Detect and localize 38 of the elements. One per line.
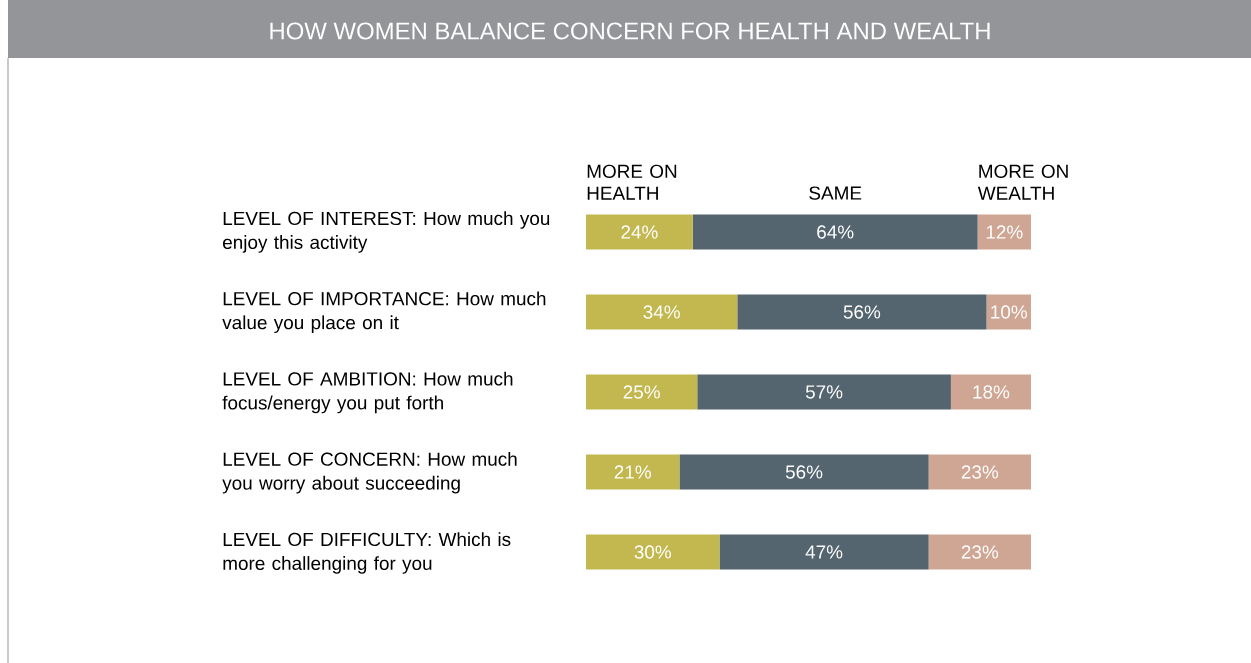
series-label: SAME <box>809 186 862 200</box>
y-tick-label: LEVEL OF DIFFICULTY: Which is more challenging for you <box>223 531 511 574</box>
bar <box>697 374 951 410</box>
data-label: 12% <box>986 225 1023 239</box>
bar <box>586 454 680 490</box>
data-label: 56% <box>843 305 881 319</box>
y-tick-label: LEVEL OF AMBITION: How much focus/energy you put forth <box>222 371 513 414</box>
data-label: 18% <box>973 385 1010 399</box>
data-label: 10% <box>991 305 1028 319</box>
bar <box>586 534 720 570</box>
bar <box>586 294 738 330</box>
bar <box>719 534 929 570</box>
y-tick-label: LEVEL OF INTEREST: How much you enjoy this activity <box>223 210 550 253</box>
series-label: MORE ON WEALTH <box>977 164 1068 200</box>
bar <box>977 214 1032 250</box>
bar <box>950 374 1032 410</box>
data-label: 47% <box>805 545 843 559</box>
bar <box>928 454 1032 490</box>
y-tick-label: LEVEL OF CONCERN: How much you worry about succeeding <box>222 451 517 494</box>
bar <box>679 454 929 490</box>
bar <box>692 214 978 250</box>
data-label: 23% <box>961 545 999 559</box>
data-label: 25% <box>623 385 660 399</box>
data-label: 24% <box>621 225 658 239</box>
data-label: 30% <box>634 545 672 559</box>
bar <box>928 534 1032 570</box>
series-label: MORE ON HEALTH <box>587 164 677 200</box>
data-label: 57% <box>805 385 843 399</box>
data-label: 34% <box>643 305 680 319</box>
chart-title: HOW WOMEN BALANCE CONCERN FOR HEALTH AND WEALTH <box>270 22 990 40</box>
data-label: 21% <box>614 465 651 479</box>
data-label: 23% <box>961 465 999 479</box>
bar <box>737 294 987 330</box>
bar <box>586 214 693 250</box>
bar <box>586 374 698 410</box>
data-label: 56% <box>785 465 823 479</box>
data-label: 64% <box>817 225 854 239</box>
y-tick-label: LEVEL OF IMPORTANCE: How much value you place on it <box>222 291 546 333</box>
